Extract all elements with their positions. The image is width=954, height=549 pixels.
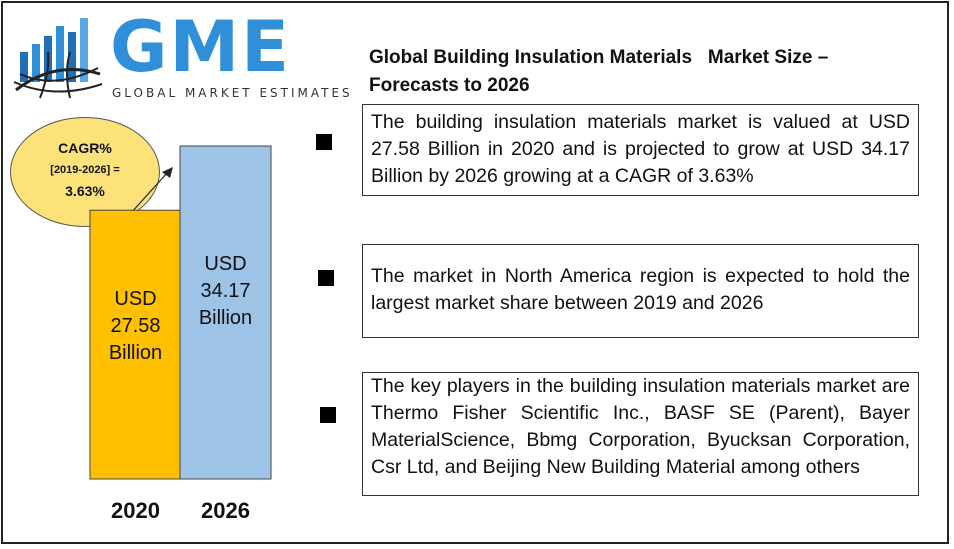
cagr-period: [2019-2026] = xyxy=(50,164,120,176)
logo-wordmark: GME xyxy=(110,6,291,88)
cagr-value: 3.63% xyxy=(65,183,105,199)
cagr-label: CAGR% xyxy=(58,140,112,156)
info-box-2: The market in North America region is ex… xyxy=(362,244,919,338)
gme-logo: GME GLOBAL MARKET ESTIMATES xyxy=(10,6,350,102)
info-box-3: The key players in the building insulati… xyxy=(362,372,919,496)
globe-bars-icon xyxy=(13,18,103,99)
bullet-1 xyxy=(316,134,332,150)
info-box-1: The building insulation materials market… xyxy=(362,104,919,196)
bullet-3 xyxy=(320,407,336,423)
info-box-2-text: The market in North America region is ex… xyxy=(371,265,910,314)
bullet-2 xyxy=(318,270,334,286)
info-box-1-text: The building insulation materials market… xyxy=(371,111,910,187)
logo-tagline: GLOBAL MARKET ESTIMATES xyxy=(112,86,353,100)
page-title: Global Building Insulation Materials Mar… xyxy=(369,47,829,96)
cagr-bubble: CAGR% [2019-2026] = 3.63% xyxy=(10,117,160,227)
info-box-3-text: The key players in the building insulati… xyxy=(371,375,910,478)
